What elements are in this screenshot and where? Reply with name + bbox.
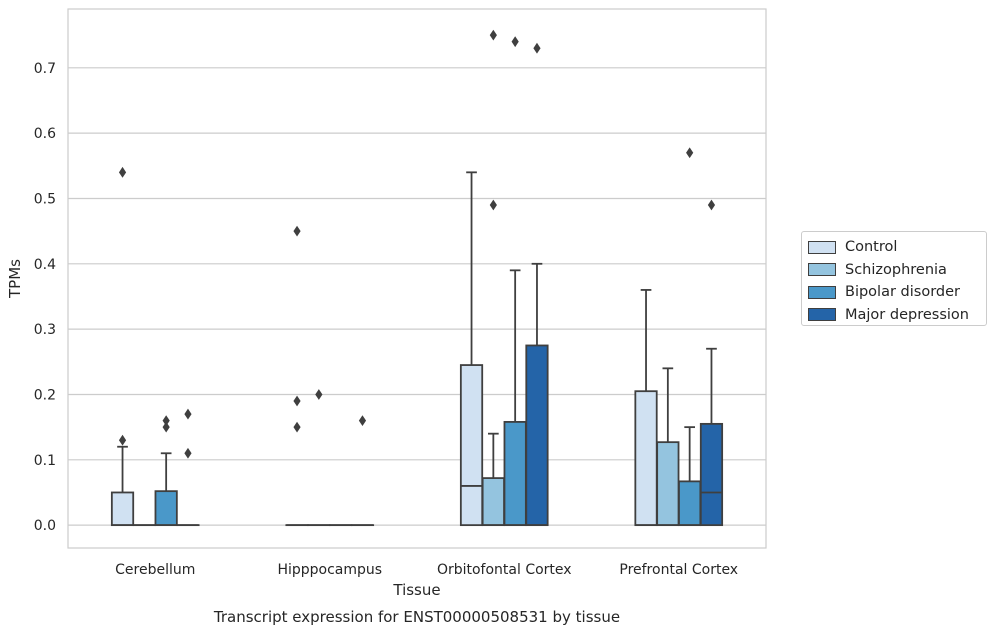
y-tick-label: 0.6 — [34, 126, 56, 142]
outlier-point — [533, 42, 541, 54]
box — [285, 225, 309, 527]
legend-swatch-major-depression — [808, 308, 836, 322]
y-tick-label: 0.0 — [34, 518, 56, 534]
box-body — [110, 491, 135, 527]
box-body — [678, 480, 702, 527]
outlier-point — [293, 225, 301, 237]
box — [350, 415, 375, 527]
legend-item-bipolar-disorder: Bipolar disorder — [808, 281, 980, 304]
box — [154, 415, 178, 527]
legend-label-schizophrenia: Schizophrenia — [845, 261, 947, 278]
y-tick-label: 0.2 — [34, 387, 56, 403]
box-body — [503, 421, 527, 527]
box-body — [656, 441, 680, 527]
box — [503, 36, 527, 527]
box-body — [634, 390, 658, 527]
outlier-point — [489, 199, 497, 211]
legend-label-bipolar-disorder: Bipolar disorder — [845, 284, 960, 301]
outlier-point — [293, 395, 301, 407]
y-tick-label: 0.4 — [34, 257, 56, 273]
box-plots — [110, 29, 724, 527]
box — [525, 42, 549, 527]
legend-label-major-depression: Major depression — [845, 306, 969, 323]
legend-swatch-schizophrenia — [808, 263, 836, 277]
grid-lines — [68, 67, 766, 526]
y-tick-label: 0.7 — [34, 61, 56, 77]
y-tick-labels: 0.0 0.1 0.2 0.3 0.4 0.5 0.6 0.7 — [34, 61, 56, 534]
legend-item-major-depression: Major depression — [808, 304, 980, 327]
box — [307, 389, 331, 527]
box — [699, 199, 724, 527]
legend-item-control: Control — [808, 236, 980, 259]
legend-swatch-bipolar-disorder — [808, 285, 836, 299]
outlier-point — [118, 166, 127, 178]
legend-swatch-control — [808, 240, 836, 254]
outlier-point — [489, 29, 497, 41]
outlier-point — [184, 447, 192, 459]
outlier-point — [162, 421, 170, 433]
box — [634, 289, 658, 527]
y-tick-label: 0.3 — [34, 322, 56, 338]
box-body — [481, 477, 505, 527]
y-tick-label: 0.1 — [34, 453, 56, 469]
legend: Control Schizophrenia Bipolar disorder M… — [801, 231, 987, 326]
x-tick-label: Prefrontal Cortex — [619, 562, 738, 578]
outlier-point — [511, 36, 519, 48]
outlier-point — [118, 434, 127, 446]
box-body — [699, 422, 724, 527]
box — [176, 408, 200, 527]
box-body — [459, 364, 484, 527]
box-body — [154, 490, 178, 527]
box-body — [525, 344, 549, 527]
y-axis-label: TPMs — [6, 259, 24, 299]
box — [459, 171, 484, 527]
x-tick-label: Cerebellum — [115, 562, 195, 578]
outlier-point — [707, 199, 716, 211]
outlier-point — [358, 415, 367, 426]
x-tick-label: Orbitofontal Cortex — [437, 562, 572, 578]
legend-item-schizophrenia: Schizophrenia — [808, 259, 980, 282]
x-tick-labels: Cerebellum Hipppocampus Orbitofontal Corte… — [115, 562, 738, 578]
outlier-point — [686, 147, 694, 159]
outlier-point — [184, 408, 192, 420]
chart-caption: Transcript expression for ENST0000050853… — [213, 608, 620, 626]
box — [656, 367, 680, 527]
legend-label-control: Control — [845, 239, 898, 256]
box — [678, 147, 702, 527]
outlier-point — [315, 389, 323, 400]
x-tick-label: Hipppocampus — [277, 562, 382, 578]
box — [110, 166, 135, 527]
box — [481, 29, 505, 527]
outlier-point — [293, 421, 301, 433]
plot-area — [67, 8, 767, 549]
x-axis-label: Tissue — [392, 581, 440, 599]
outlier-point — [162, 415, 170, 426]
y-tick-label: 0.5 — [34, 191, 56, 207]
